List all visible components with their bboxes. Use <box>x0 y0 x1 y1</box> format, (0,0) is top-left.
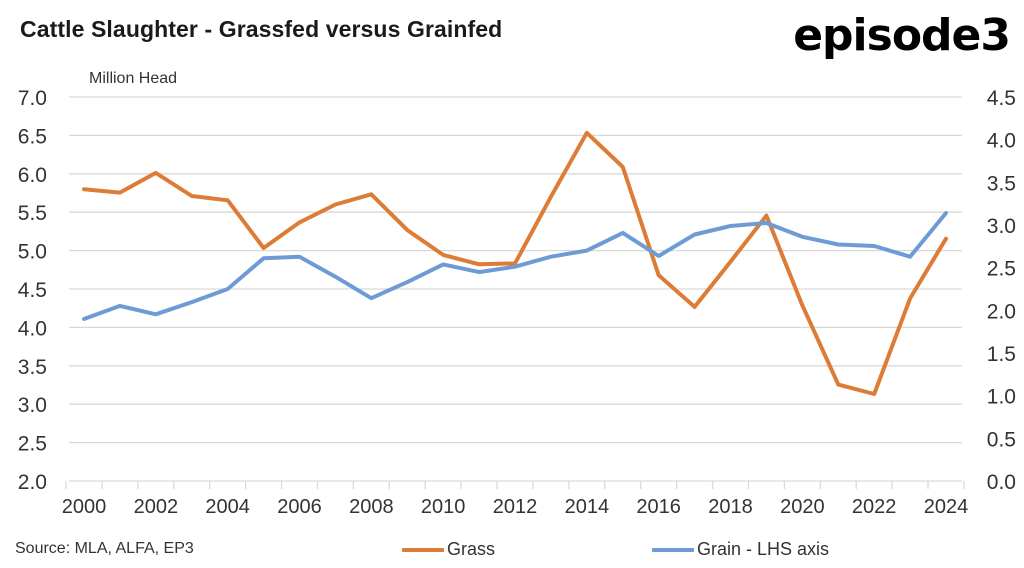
legend-label-grass: Grass <box>447 539 496 559</box>
right-y-axis: 0.0 0.5 1.0 1.5 2.0 2.5 3.0 3.5 4.0 4.5 <box>987 87 1016 494</box>
x-tick-label: 2024 <box>924 496 969 518</box>
x-axis: 2000 2002 2004 2006 2008 2010 2012 2014 2016 2018… <box>62 481 969 518</box>
left-y-axis: 2.0 2.5 3.0 3.5 4.0 4.5 5.0 5.5 6.0 6.5 7.0 <box>18 87 47 494</box>
left-y-tick-label: 5.0 <box>18 241 47 264</box>
x-tick-label: 2010 <box>421 496 466 518</box>
left-y-tick-label: 2.0 <box>18 471 47 494</box>
episode3-logo: episode3 <box>793 10 1011 61</box>
left-y-tick-label: 4.5 <box>18 279 47 302</box>
left-y-tick-label: 3.5 <box>18 356 47 379</box>
x-tick-label: 2002 <box>134 496 179 518</box>
left-y-tick-label: 3.0 <box>18 394 47 417</box>
x-tick-label: 2008 <box>349 496 394 518</box>
x-tick-label: 2012 <box>493 496 538 518</box>
right-y-tick-label: 4.5 <box>987 87 1016 110</box>
gridlines <box>69 96 962 482</box>
x-tick-label: 2022 <box>852 496 897 518</box>
left-y-tick-label: 7.0 <box>18 87 47 110</box>
legend-swatch-grain <box>652 547 694 552</box>
x-tick-label: 2004 <box>205 496 250 518</box>
x-tick-label: 2006 <box>277 496 322 518</box>
left-y-tick-label: 5.5 <box>18 202 47 225</box>
right-y-tick-label: 2.5 <box>987 258 1016 281</box>
x-tick-label: 2000 <box>62 496 107 518</box>
right-y-tick-label: 4.0 <box>987 130 1016 153</box>
right-y-tick-label: 3.5 <box>987 172 1016 195</box>
right-y-tick-label: 3.0 <box>987 215 1016 238</box>
right-y-tick-label: 0.0 <box>987 471 1016 494</box>
left-y-tick-label: 6.0 <box>18 164 47 187</box>
x-tick-label: 2020 <box>780 496 825 518</box>
x-tick-label: 2014 <box>565 496 610 518</box>
x-tick-label: 2018 <box>708 496 753 518</box>
chart-title: Cattle Slaughter - Grassfed versus Grain… <box>20 16 503 42</box>
legend-label-grain: Grain - LHS axis <box>697 539 830 559</box>
left-y-tick-label: 4.0 <box>18 317 47 340</box>
right-y-tick-label: 2.0 <box>987 300 1016 323</box>
series-line-grain-lhs-axis <box>82 211 948 321</box>
series-lines <box>82 130 948 396</box>
legend-swatch-grass <box>402 547 444 552</box>
right-y-tick-label: 1.0 <box>987 386 1016 409</box>
x-tick-label: 2016 <box>636 496 681 518</box>
source-note: Source: MLA, ALFA, EP3 <box>15 540 194 557</box>
left-y-tick-label: 6.5 <box>18 125 47 148</box>
left-y-tick-label: 2.5 <box>18 433 47 456</box>
right-y-tick-label: 0.5 <box>987 428 1016 451</box>
right-y-tick-label: 1.5 <box>987 343 1016 366</box>
left-axis-unit-label: Million Head <box>89 70 178 87</box>
legend-item-grass: Grass <box>402 539 495 560</box>
legend-item-grain: Grain - LHS axis <box>652 539 829 560</box>
